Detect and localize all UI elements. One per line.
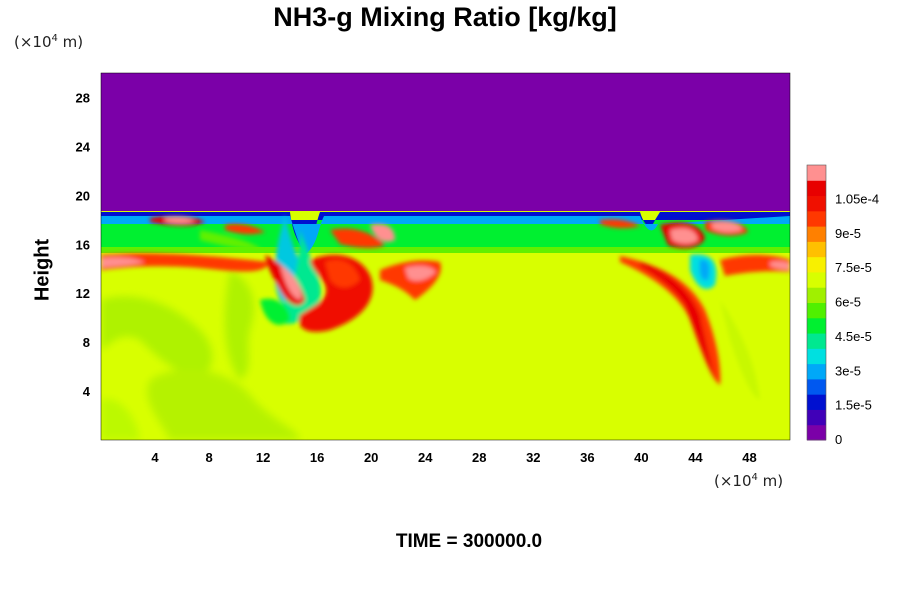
x-tick-label: 28 <box>472 450 486 465</box>
y-tick-label: 24 <box>76 139 91 154</box>
colorbar-swatch <box>807 256 826 273</box>
colorbar-swatch <box>807 409 826 426</box>
time-label: TIME = 300000.0 <box>395 531 543 552</box>
colorbar-swatch <box>807 241 826 258</box>
x-tick-label: 36 <box>580 450 594 465</box>
colorbar-swatch <box>807 210 826 227</box>
x-axis-unit: (×104 m) <box>714 472 784 490</box>
y-tick-label: 20 <box>76 188 90 203</box>
colorbar-swatch <box>807 195 826 212</box>
colorbar-frame <box>806 164 827 441</box>
colorbar-swatch <box>807 165 826 181</box>
y-tick-label: 12 <box>76 286 90 301</box>
y-tick-label: 8 <box>83 335 90 350</box>
x-tick-label: 48 <box>742 450 756 465</box>
colorbar-tick-label: 0 <box>835 432 842 447</box>
plot-frame <box>100 72 791 441</box>
x-tick-label: 12 <box>256 450 270 465</box>
y-tick-label: 28 <box>76 90 90 105</box>
colorbar-tick-label: 1.5e-5 <box>835 398 872 413</box>
colorbar-tick-label: 9e-5 <box>835 226 861 241</box>
y-tick-label: 16 <box>76 237 90 252</box>
colorbar-swatch <box>807 348 826 365</box>
colorbar-swatch <box>807 424 826 441</box>
colorbar-swatch <box>807 333 826 349</box>
colorbar-swatch <box>807 378 826 395</box>
colorbar-tick-label: 6e-5 <box>835 295 861 310</box>
x-tick-label: 20 <box>364 450 378 465</box>
colorbar-swatch <box>807 180 826 197</box>
x-tick-label: 24 <box>418 450 433 465</box>
colorbar-swatch <box>807 226 826 242</box>
x-tick-label: 4 <box>151 450 159 465</box>
colorbar-tick-label: 3e-5 <box>835 363 861 378</box>
colorbar-swatch <box>807 287 826 303</box>
x-axis-ticks: 4 8 12 16 20 24 28 32 36 40 44 48 <box>151 450 756 465</box>
colorbar-tick-label: 7.5e-5 <box>835 260 872 275</box>
colorbar-ticks: 0 1.5e-5 3e-5 4.5e-5 6e-5 7.5e-5 9e-5 1.05e-4 <box>835 191 879 447</box>
y-tick-label: 4 <box>83 384 91 399</box>
y-axis-ticks: 4 8 12 16 20 24 28 <box>76 90 91 399</box>
x-tick-label: 8 <box>205 450 212 465</box>
colorbar-swatch <box>807 271 826 288</box>
heatmap-field <box>101 73 790 440</box>
chart-title: NH3-g Mixing Ratio [kg/kg] <box>273 2 617 32</box>
x-tick-label: 40 <box>634 450 648 465</box>
x-tick-label: 44 <box>688 450 703 465</box>
colorbar-tick-label: 4.5e-5 <box>835 329 872 344</box>
colorbar-swatch <box>807 363 826 380</box>
colorbar-swatch <box>807 317 826 334</box>
colorbar-swatch <box>807 394 826 410</box>
colorbar-tick-label: 1.05e-4 <box>835 191 879 206</box>
y-axis-unit: (×104 m) <box>14 33 84 51</box>
x-tick-label: 16 <box>310 450 324 465</box>
x-tick-label: 32 <box>526 450 540 465</box>
colorbar-swatch <box>807 302 826 319</box>
colorbar <box>806 164 827 441</box>
